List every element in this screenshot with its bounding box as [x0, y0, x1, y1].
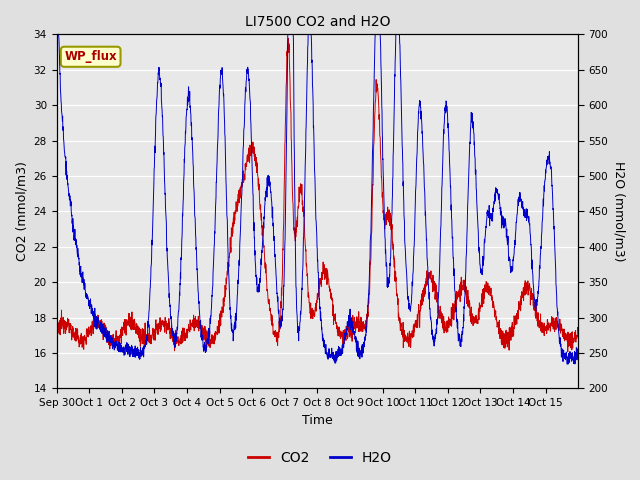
H2O: [474, 226, 482, 231]
H2O: [218, 70, 225, 75]
Legend: CO2, H2O: CO2, H2O: [243, 445, 397, 471]
CO2: [567, 339, 575, 345]
Text: WP_flux: WP_flux: [65, 50, 117, 63]
CO2: [52, 330, 60, 336]
Line: H2O: H2O: [56, 35, 578, 364]
CO2: [574, 325, 582, 331]
Line: CO2: CO2: [56, 38, 578, 352]
H2O: [567, 350, 575, 356]
CO2: [218, 314, 225, 320]
H2O: [504, 242, 511, 248]
Y-axis label: CO2 (mmol/m3): CO2 (mmol/m3): [15, 161, 28, 261]
CO2: [349, 332, 356, 338]
H2O: [105, 338, 113, 344]
H2O: [52, 32, 60, 37]
Title: LI7500 CO2 and H2O: LI7500 CO2 and H2O: [244, 15, 390, 29]
X-axis label: Time: Time: [302, 414, 333, 427]
CO2: [564, 349, 572, 355]
CO2: [105, 338, 113, 344]
CO2: [474, 312, 482, 318]
H2O: [563, 361, 571, 367]
Y-axis label: H2O (mmol/m3): H2O (mmol/m3): [612, 161, 625, 262]
H2O: [349, 319, 356, 324]
CO2: [284, 36, 292, 41]
CO2: [504, 336, 511, 342]
H2O: [574, 353, 582, 359]
